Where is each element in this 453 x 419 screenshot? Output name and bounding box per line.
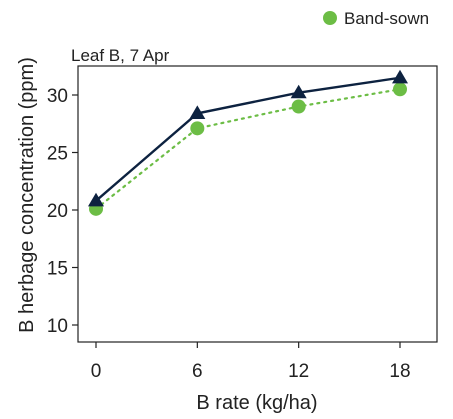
- data-point-unlabelled: [189, 105, 206, 119]
- y-tick-label: 30: [47, 86, 68, 107]
- plot-frame: [77, 65, 438, 343]
- data-point-band-sown: [190, 121, 205, 136]
- y-axis-ticks: 10 15 20 25 30: [47, 86, 78, 337]
- y-tick-label: 20: [47, 201, 68, 222]
- data-point-band-sown: [393, 82, 407, 97]
- y-tick-label: 15: [47, 259, 68, 280]
- y-tick-label: 25: [47, 144, 68, 165]
- data-point-unlabelled: [290, 84, 307, 99]
- y-tick-label: 10: [47, 316, 68, 337]
- series-layer: [88, 69, 408, 216]
- panel-title: Leaf B, 7 Apr: [71, 46, 170, 65]
- legend-band-sown-label: Band-sown: [344, 9, 429, 28]
- x-tick-label: 6: [192, 361, 203, 382]
- x-axis-title: B rate (kg/ha): [196, 392, 317, 414]
- data-point-unlabelled: [392, 69, 408, 84]
- legend: Band-sown: [323, 9, 429, 28]
- series-line-band-sown: [94, 88, 402, 210]
- x-tick-label: 12: [288, 361, 309, 382]
- y-axis-title: B herbage concentration (ppm): [16, 57, 38, 333]
- series-line-unlabelled: [94, 76, 402, 203]
- data-point-band-sown: [291, 99, 306, 114]
- x-axis-ticks: 0 6 12 18: [91, 342, 411, 382]
- plot-border: [77, 65, 438, 343]
- x-tick-label: 0: [91, 361, 102, 382]
- data-point-unlabelled: [88, 192, 104, 207]
- legend-band-sown-marker: [323, 11, 337, 25]
- x-tick-label: 18: [389, 361, 410, 382]
